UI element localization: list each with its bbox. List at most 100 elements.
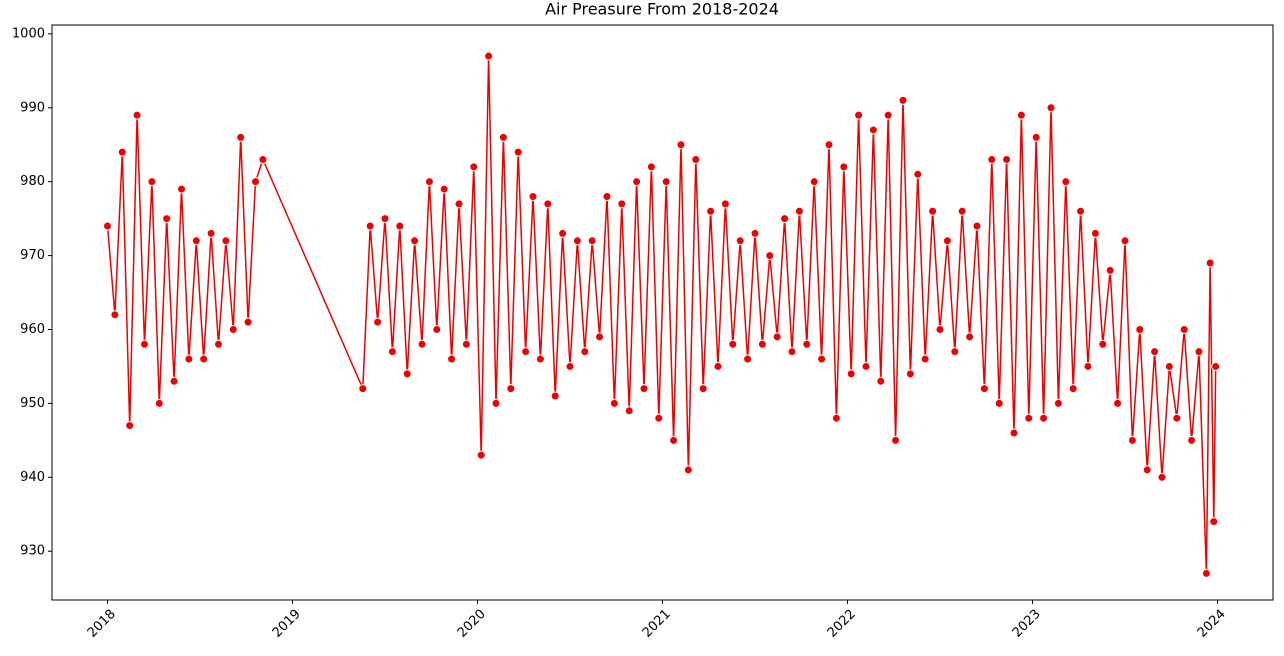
data-point (214, 339, 223, 349)
data-point (1164, 361, 1174, 371)
x-tick-label: 2021 (640, 607, 674, 641)
data-point (876, 376, 886, 386)
data-point (565, 361, 575, 371)
data-point (809, 177, 819, 187)
data-point (528, 191, 538, 201)
data-point (772, 332, 782, 342)
data-point (1002, 155, 1012, 165)
data-point (535, 354, 545, 364)
data-point (765, 251, 775, 261)
data-point (794, 206, 804, 216)
data-point (1194, 347, 1204, 357)
data-point (639, 384, 649, 394)
data-point (706, 206, 716, 216)
data-point (743, 354, 753, 364)
data-point (251, 177, 260, 187)
data-point (1090, 228, 1100, 238)
data-point (587, 236, 597, 246)
data-point (624, 406, 634, 416)
data-point (258, 155, 268, 165)
data-point (1076, 206, 1086, 216)
data-point (802, 339, 812, 349)
data-point (728, 339, 738, 349)
data-point (103, 221, 112, 231)
data-point (395, 221, 405, 231)
data-point (521, 347, 531, 357)
x-tick-label: 2023 (1010, 607, 1044, 641)
data-point (1024, 413, 1034, 423)
data-point (905, 369, 915, 379)
x-tick-label: 2024 (1195, 607, 1229, 641)
data-point (1127, 435, 1137, 445)
y-tick-label: 970 (20, 248, 45, 263)
data-point (1201, 568, 1211, 578)
data-point (1068, 384, 1078, 394)
data-point (720, 199, 730, 209)
data-point (676, 140, 686, 150)
data-point (1031, 132, 1041, 142)
data-point (1113, 398, 1123, 408)
data-point (1098, 339, 1108, 349)
data-point (950, 347, 960, 357)
data-point (140, 339, 149, 349)
y-tick-label: 980 (20, 174, 45, 189)
data-point (1172, 413, 1182, 423)
data-point (617, 199, 627, 209)
data-point (199, 354, 209, 364)
x-tick-label: 2020 (455, 607, 489, 641)
data-point (147, 177, 157, 187)
data-point (817, 354, 827, 364)
data-point (1053, 398, 1063, 408)
data-point (661, 177, 671, 187)
data-point (558, 228, 568, 238)
data-point (169, 376, 179, 386)
data-point (236, 132, 246, 142)
data-point (228, 324, 238, 334)
data-point (184, 354, 194, 364)
data-point (125, 421, 135, 431)
data-point (476, 450, 486, 460)
data-point (572, 236, 582, 246)
data-point (1083, 361, 1093, 371)
x-tick-label: 2022 (825, 607, 859, 641)
data-point (920, 354, 930, 364)
data-point (380, 214, 390, 224)
data-point (358, 384, 368, 394)
data-point (750, 228, 760, 238)
data-point (484, 51, 494, 61)
data-point (506, 384, 516, 394)
data-point (957, 206, 967, 216)
data-point (221, 236, 231, 246)
data-point (831, 413, 841, 423)
data-point (994, 398, 1004, 408)
data-point (365, 221, 375, 231)
data-point (1039, 413, 1049, 423)
data-point (580, 347, 590, 357)
data-point (1150, 347, 1160, 357)
data-point (491, 398, 501, 408)
data-point (787, 347, 797, 357)
y-tick-label: 960 (20, 322, 45, 337)
data-point (979, 384, 989, 394)
data-point (965, 332, 975, 342)
data-point (1120, 236, 1130, 246)
data-point (1157, 472, 1167, 482)
data-point (757, 339, 767, 349)
data-point (669, 435, 679, 445)
chart-title: Air Preasure From 2018-2024 (545, 0, 779, 19)
data-point (132, 110, 142, 120)
data-point (498, 132, 508, 142)
data-point (861, 361, 871, 371)
x-tick-label: 2019 (270, 607, 304, 641)
data-point (839, 162, 849, 172)
data-point (177, 184, 186, 194)
data-point (373, 317, 383, 327)
data-point (387, 347, 397, 357)
y-tick-label: 930 (20, 544, 45, 559)
data-point (632, 177, 642, 187)
data-point (868, 125, 878, 135)
data-point (469, 162, 479, 172)
data-point (1142, 465, 1152, 475)
data-point (824, 140, 834, 150)
